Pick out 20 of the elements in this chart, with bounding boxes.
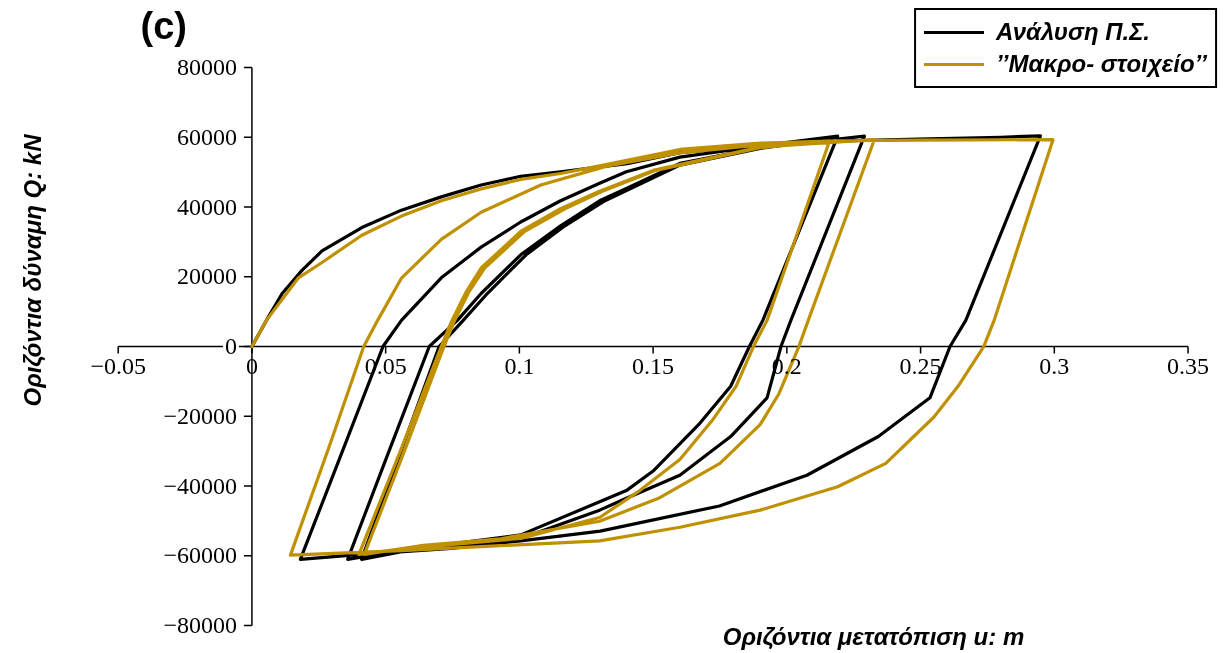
y-tick-label: 40000	[176, 193, 237, 220]
y-tick-label: 80000	[176, 53, 237, 80]
y-tick-label: 0	[224, 333, 237, 360]
y-tick-label: −20000	[163, 402, 237, 429]
x-tick-label: 0.15	[632, 352, 675, 379]
x-tick-label: −0.05	[90, 352, 146, 379]
chart-title: (c)	[140, 4, 187, 47]
y-axis-title: Οριζόντια δύναμη Q: kN	[19, 133, 46, 407]
y-tick-label: 20000	[176, 263, 237, 290]
x-tick-label: 0.3	[1039, 352, 1070, 379]
legend-label: ’’Μακρο- στοιχείο’’	[996, 50, 1207, 78]
x-axis-title: Οριζόντια μετατόπιση u: m	[722, 623, 1025, 650]
y-tick-label: −40000	[163, 472, 237, 499]
legend-label: Ανάλυση Π.Σ.	[996, 18, 1150, 46]
y-tick-label: −60000	[163, 542, 237, 569]
x-tick-label: 0.35	[1167, 352, 1210, 379]
y-tick-label: 60000	[176, 123, 237, 150]
x-tick-label: 0.1	[504, 352, 535, 379]
y-tick-label: −80000	[163, 612, 237, 639]
x-tick-label: 0.25	[899, 352, 942, 379]
